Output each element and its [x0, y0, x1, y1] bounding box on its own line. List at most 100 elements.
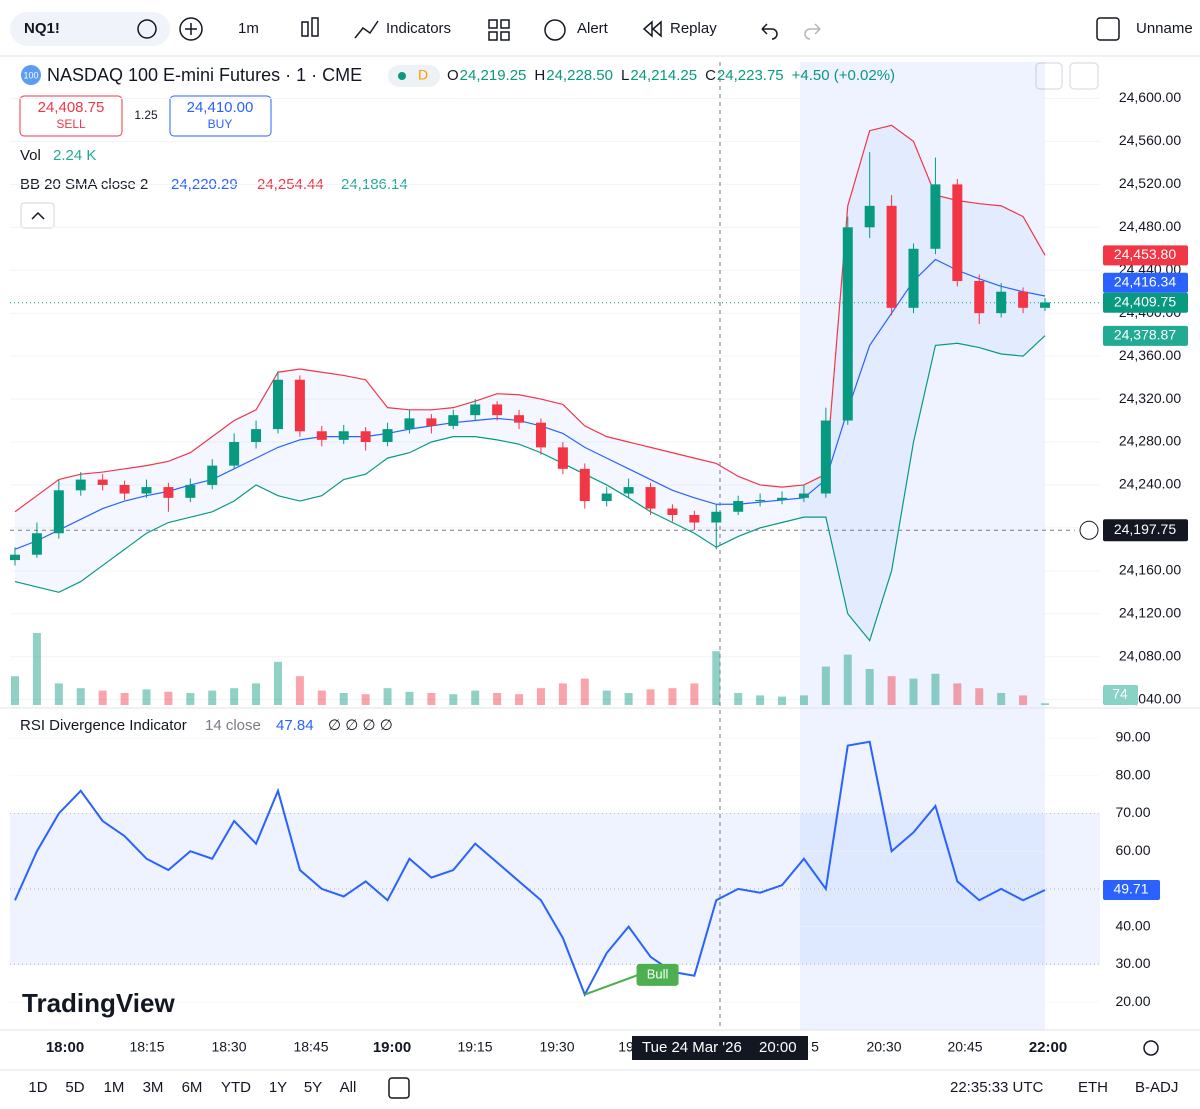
crosshair-plus[interactable]: [1079, 520, 1099, 540]
rsi-tick-label: 20.00: [1115, 993, 1150, 1009]
alert-icon: [544, 19, 566, 41]
volume-bar: [865, 669, 874, 705]
x-tick-label: 19:00: [373, 1039, 411, 1056]
candle-body: [952, 184, 963, 281]
volume-bar: [230, 688, 239, 705]
buy-button[interactable]: [169, 95, 272, 137]
y-tick-label: 24,600.00: [1119, 89, 1181, 105]
symbol-box[interactable]: [10, 12, 170, 46]
layout-name[interactable]: Unname: [1136, 20, 1193, 37]
buy-price[interactable]: 24,410.00: [187, 99, 254, 116]
range-button[interactable]: YTD: [221, 1079, 251, 1096]
alert-button[interactable]: Alert: [577, 20, 609, 37]
rsi-label: RSI Divergence Indicator: [20, 717, 187, 734]
sell-label[interactable]: SELL: [56, 117, 86, 131]
candle-body: [294, 379, 305, 432]
volume-bar: [690, 683, 699, 705]
volume-bar: [54, 683, 63, 705]
volume-bar: [208, 690, 217, 705]
volume-bar: [252, 683, 261, 705]
volume-bar: [339, 693, 348, 705]
volume-bar: [756, 695, 765, 705]
volume-bar: [799, 695, 808, 705]
redo[interactable]: [804, 23, 821, 40]
candle-body: [864, 205, 875, 228]
collapse-button[interactable]: [20, 202, 55, 229]
range-button[interactable]: 1M: [104, 1079, 125, 1096]
rsi-tick-label: 80.00: [1115, 766, 1150, 782]
compare-icon[interactable]: [137, 19, 157, 39]
symbol[interactable]: NQ1!: [24, 20, 60, 37]
candle-body: [557, 447, 568, 469]
volume-bar: [32, 633, 41, 705]
session[interactable]: ETH: [1078, 1079, 1108, 1096]
maximize[interactable]: [1069, 62, 1099, 90]
crosshair-date: Tue 24 Mar '26: [642, 1039, 742, 1056]
volume-bar: [558, 683, 567, 705]
bb-upper-line: [14, 124, 1046, 513]
volume-bar: [471, 690, 480, 705]
chart-area: 24,040.0024,080.0024,120.0024,160.0024,2…: [0, 62, 1200, 1060]
sell-button[interactable]: [19, 95, 123, 137]
range-button[interactable]: All: [340, 1079, 357, 1096]
ohlc-value: 24,223.75: [717, 67, 784, 84]
x-tick-label: 22:00: [1029, 1039, 1067, 1056]
y-tick-label: 24,520.00: [1119, 175, 1181, 191]
range-button[interactable]: 6M: [182, 1079, 203, 1096]
volume-bar: [515, 694, 524, 705]
candle-body: [316, 431, 327, 440]
range-button[interactable]: 1Y: [269, 1079, 287, 1096]
candle-body: [185, 484, 196, 498]
volume-bar: [383, 688, 392, 705]
range-button[interactable]: 3M: [143, 1079, 164, 1096]
ohlc-value: 24,228.50: [546, 67, 613, 84]
candle-body: [97, 479, 108, 485]
highlight-range: [800, 62, 1045, 1030]
layout-box[interactable]: [1096, 17, 1120, 41]
volume-bar: [317, 690, 326, 705]
candle-body: [119, 484, 130, 494]
range-button[interactable]: 5D: [65, 1079, 84, 1096]
undo[interactable]: [761, 23, 778, 40]
volume-bar: [778, 696, 787, 705]
range-button[interactable]: 5Y: [304, 1079, 322, 1096]
volume-bar: [953, 683, 962, 705]
divergence-box: [636, 963, 679, 986]
replay-button[interactable]: Replay: [670, 20, 717, 37]
candle-body: [53, 490, 64, 534]
price-label: 24,409.75: [1114, 293, 1176, 309]
indicators-icon: [354, 20, 379, 39]
volume-bar: [843, 654, 852, 705]
x-tick-label: 19: [618, 1039, 634, 1055]
candle-body: [10, 554, 20, 561]
price-label-box: [1103, 325, 1188, 346]
rsi-tick-label: 70.00: [1115, 804, 1150, 820]
add-symbol[interactable]: [179, 17, 203, 41]
chart-type-icon[interactable]: [301, 17, 319, 37]
ohlc: O 24,219.25 H 24,228.50 L 24,214.25 C 24,223.75…: [447, 67, 895, 84]
candle-body: [382, 429, 393, 443]
volume-bar: [997, 693, 1006, 705]
volume-bar: [887, 676, 896, 705]
volume-bar: [1019, 695, 1028, 705]
adjustment[interactable]: B-ADJ: [1135, 1079, 1178, 1096]
volume-last: 74: [1112, 686, 1128, 702]
volume-bar: [98, 690, 107, 705]
volume-bar: [76, 688, 85, 705]
buy-label[interactable]: BUY: [208, 117, 233, 131]
sell-price[interactable]: 24,408.75: [38, 99, 105, 116]
goto-date[interactable]: [388, 1077, 410, 1099]
layout-icon[interactable]: [488, 19, 510, 41]
interval[interactable]: 1m: [238, 20, 259, 37]
candle-body: [689, 514, 700, 523]
volume-bar: [120, 693, 129, 705]
divergence-line: [584, 973, 639, 996]
scroll-down[interactable]: [1035, 62, 1063, 90]
candle-body: [711, 511, 722, 523]
range-button[interactable]: 1D: [28, 1079, 47, 1096]
indicators-button[interactable]: Indicators: [386, 20, 451, 37]
settings-icon[interactable]: [1143, 1040, 1159, 1056]
candle-body: [229, 442, 240, 466]
volume-bar: [1041, 703, 1049, 705]
volume-bar: [186, 693, 195, 705]
